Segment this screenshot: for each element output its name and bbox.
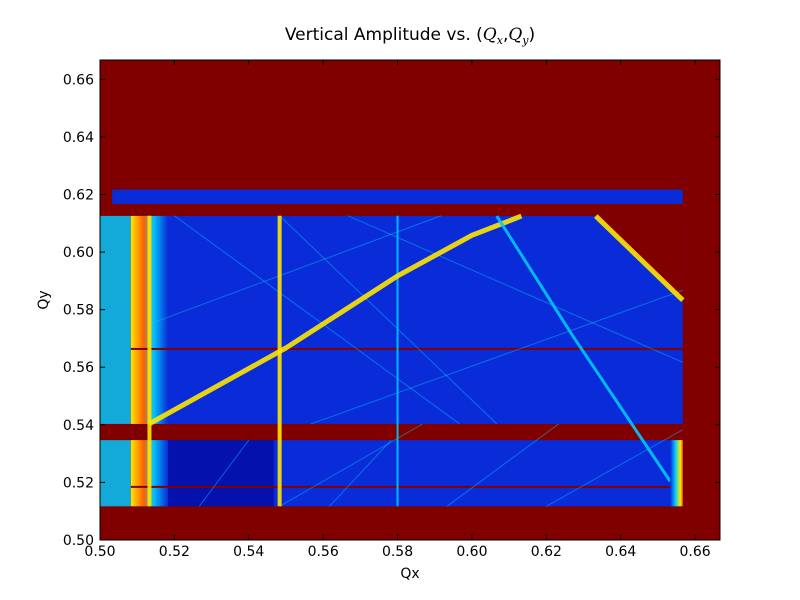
x-tick-label: 0.66	[679, 544, 710, 560]
y-axis-label: Qy	[36, 290, 52, 309]
y-tick-label: 0.66	[63, 72, 94, 88]
y-tick-label: 0.54	[63, 418, 94, 434]
low-amplitude-region	[168, 440, 274, 507]
y-tick-label: 0.56	[63, 360, 94, 376]
resonance-line-3	[148, 213, 523, 426]
secondary-resonance-line-4	[446, 423, 559, 507]
x-tick-label: 0.50	[84, 544, 115, 560]
x-tick-label: 0.52	[159, 544, 190, 560]
secondary-resonance-line-3	[279, 423, 423, 507]
x-tick-label: 0.64	[605, 544, 636, 560]
y-tick-label: 0.62	[63, 187, 94, 203]
x-axis: 0.50 0.52 0.54 0.56 0.58 0.60 0.62 0.64 0.66	[84, 60, 711, 560]
secondary-resonance-line-0	[174, 215, 460, 425]
resonance-line-4	[495, 215, 672, 483]
heatmap-plot-area	[100, 60, 720, 540]
x-tick-label: 0.58	[382, 544, 413, 560]
x-tick-label: 0.54	[233, 544, 264, 560]
secondary-resonance-line-1	[347, 215, 684, 363]
saturated-band-middle	[100, 423, 720, 441]
y-tick-label: 0.64	[63, 130, 94, 146]
upper-strip	[112, 189, 683, 204]
y-tick-label: 0.52	[63, 475, 94, 491]
x-tick-label: 0.56	[308, 544, 339, 560]
secondary-resonance-line-5	[546, 429, 684, 507]
x-axis-label: Qx	[400, 566, 419, 582]
left-noisy-column-lower	[100, 440, 131, 507]
secondary-resonance-line-6	[310, 289, 683, 425]
saturated-line-qy-0566	[130, 347, 683, 350]
stable-region-upper	[149, 215, 683, 424]
y-tick-label: 0.58	[63, 303, 94, 319]
x-tick-label: 0.60	[456, 544, 487, 560]
x-tick-label: 0.62	[531, 544, 562, 560]
chart-title: Vertical Amplitude vs. (Qx,Qy)	[285, 25, 535, 47]
plot-frame	[99, 59, 721, 541]
secondary-resonance-line-9	[198, 439, 250, 507]
y-tick-label: 0.50	[63, 533, 94, 549]
right-boundary-gradient	[670, 440, 683, 507]
y-tick-label: 0.60	[63, 245, 94, 261]
left-noisy-column	[100, 215, 131, 424]
secondary-resonance-line-8	[329, 439, 392, 507]
resonance-line-5	[594, 214, 685, 302]
secondary-resonance-line-2	[149, 215, 442, 325]
y-axis: 0.50 0.52 0.54 0.56 0.58 0.60 0.62 0.64 0.66	[63, 72, 720, 549]
secondary-resonance-line-7	[279, 215, 498, 425]
saturated-band-top-gap	[100, 203, 720, 216]
saturated-line-qy-0519	[130, 485, 683, 488]
